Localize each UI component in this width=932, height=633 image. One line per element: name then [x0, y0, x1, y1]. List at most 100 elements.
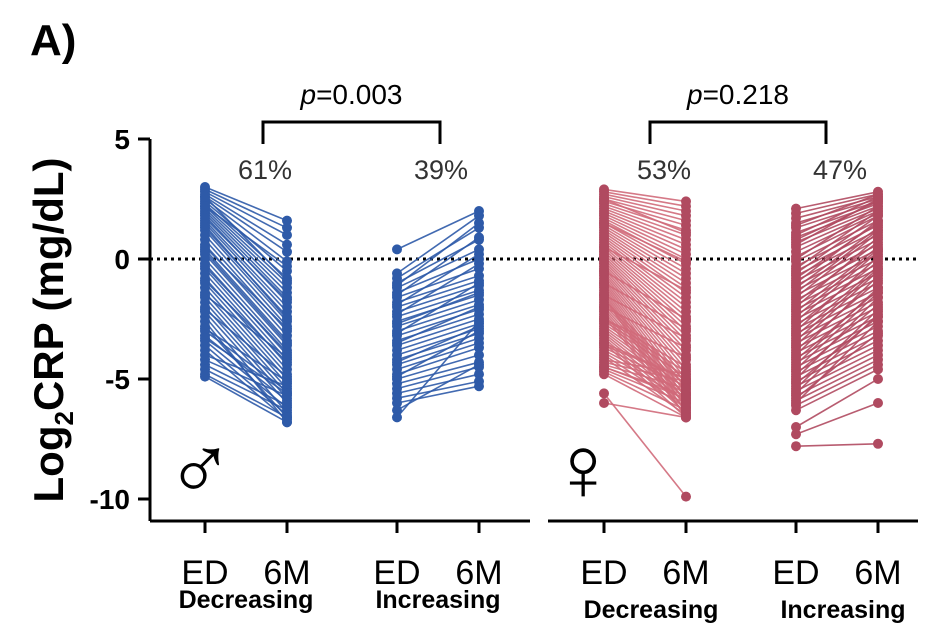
series-female-increasing — [791, 186, 883, 452]
pair-line — [396, 236, 480, 296]
pair-line — [603, 270, 687, 366]
point-6m — [873, 206, 883, 216]
pair-line — [204, 339, 288, 409]
point-ed — [791, 345, 801, 356]
pair-line — [396, 222, 480, 287]
pair-line — [396, 248, 480, 289]
point-6m — [474, 350, 484, 360]
pair-line — [795, 277, 879, 320]
pair-line — [795, 248, 879, 291]
pair-line — [603, 332, 687, 399]
point-ed — [791, 263, 801, 274]
point-6m — [873, 189, 883, 200]
pair-line — [603, 268, 687, 361]
pair-line — [795, 270, 879, 346]
pair-line — [795, 248, 879, 318]
point-6m — [474, 302, 484, 312]
pair-line — [795, 239, 879, 282]
pair-line — [204, 217, 288, 301]
pair-line — [204, 205, 288, 284]
pair-line — [396, 325, 480, 363]
pair-line — [204, 205, 288, 267]
point-6m — [282, 347, 292, 358]
point-ed — [599, 290, 609, 300]
x-tick-label: 6M — [662, 554, 709, 592]
pair-line — [603, 304, 687, 392]
point-6m — [681, 374, 691, 384]
point-ed — [791, 306, 801, 317]
pair-line — [396, 279, 480, 308]
pair-line — [603, 246, 687, 318]
pair-line — [396, 342, 480, 371]
point-6m — [681, 342, 691, 353]
pair-line — [795, 205, 879, 260]
pair-line — [795, 291, 879, 335]
point-6m — [873, 299, 883, 310]
point-6m — [873, 261, 883, 272]
point-6m — [282, 275, 292, 286]
pair-line — [795, 363, 879, 407]
point-6m — [873, 285, 883, 296]
point-ed — [200, 201, 210, 212]
pair-line — [795, 292, 879, 370]
point-6m — [474, 278, 484, 288]
pair-line — [795, 229, 879, 294]
point-6m — [873, 374, 883, 384]
point-6m — [873, 218, 883, 228]
pair-line — [396, 253, 480, 306]
pair-line — [204, 258, 288, 351]
point-6m — [474, 218, 484, 228]
pair-line — [795, 219, 879, 263]
pair-line — [204, 246, 288, 330]
pair-line — [795, 231, 879, 299]
point-6m — [282, 222, 292, 233]
pair-line — [603, 241, 687, 308]
pair-line — [603, 323, 687, 378]
point-6m — [681, 256, 691, 267]
point-6m — [282, 294, 292, 305]
point-ed — [599, 388, 609, 399]
pair-line — [603, 282, 687, 330]
pair-line — [204, 306, 288, 399]
p-symbol: p — [686, 79, 703, 110]
x-tick-label: 6M — [854, 554, 901, 592]
pair-line — [795, 335, 879, 378]
pair-line — [795, 191, 879, 210]
pair-line — [795, 289, 879, 361]
pair-line — [603, 270, 687, 320]
pair-line — [396, 263, 480, 315]
point-6m — [474, 210, 484, 221]
group-percent: 53% — [637, 155, 691, 185]
pair-line — [396, 258, 480, 294]
pair-line — [396, 215, 480, 275]
point-ed — [791, 429, 801, 440]
pair-line — [204, 368, 288, 411]
point-6m — [282, 376, 292, 387]
pair-line — [204, 198, 288, 263]
point-ed — [392, 318, 402, 329]
point-ed — [392, 338, 402, 348]
pair-line — [396, 318, 480, 347]
point-ed — [791, 405, 801, 416]
pair-line — [603, 359, 687, 375]
y-axis-title-base: Log — [25, 426, 72, 503]
pair-line — [204, 251, 288, 344]
pair-line — [396, 299, 480, 327]
pair-line — [204, 287, 288, 380]
pair-line — [603, 253, 687, 332]
point-ed — [791, 254, 801, 264]
pair-line — [603, 258, 687, 342]
pair-line — [204, 375, 288, 423]
x-tick-label: 6M — [263, 554, 310, 592]
point-ed — [599, 338, 609, 348]
pair-line — [603, 402, 687, 419]
pair-line — [204, 210, 288, 294]
pair-line — [603, 210, 687, 246]
y-axis-title-sub: 2 — [49, 411, 79, 425]
pair-line — [795, 193, 879, 215]
pair-line — [795, 251, 879, 323]
pair-line — [795, 260, 879, 327]
pair-line — [603, 215, 687, 255]
pair-line — [795, 296, 879, 339]
pair-line — [204, 327, 288, 383]
